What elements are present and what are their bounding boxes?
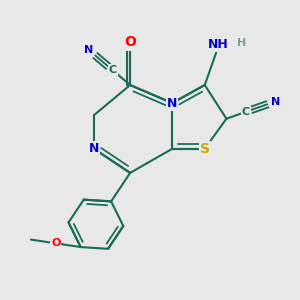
Text: N: N xyxy=(167,97,177,110)
Text: C: C xyxy=(109,65,117,75)
Text: N: N xyxy=(89,142,99,155)
Text: H: H xyxy=(237,38,246,48)
Text: N: N xyxy=(271,97,280,106)
Text: O: O xyxy=(51,238,61,248)
Text: C: C xyxy=(242,107,250,117)
Text: N: N xyxy=(84,45,94,55)
Text: S: S xyxy=(200,142,210,156)
Text: NH: NH xyxy=(208,38,229,51)
Text: O: O xyxy=(124,35,136,50)
